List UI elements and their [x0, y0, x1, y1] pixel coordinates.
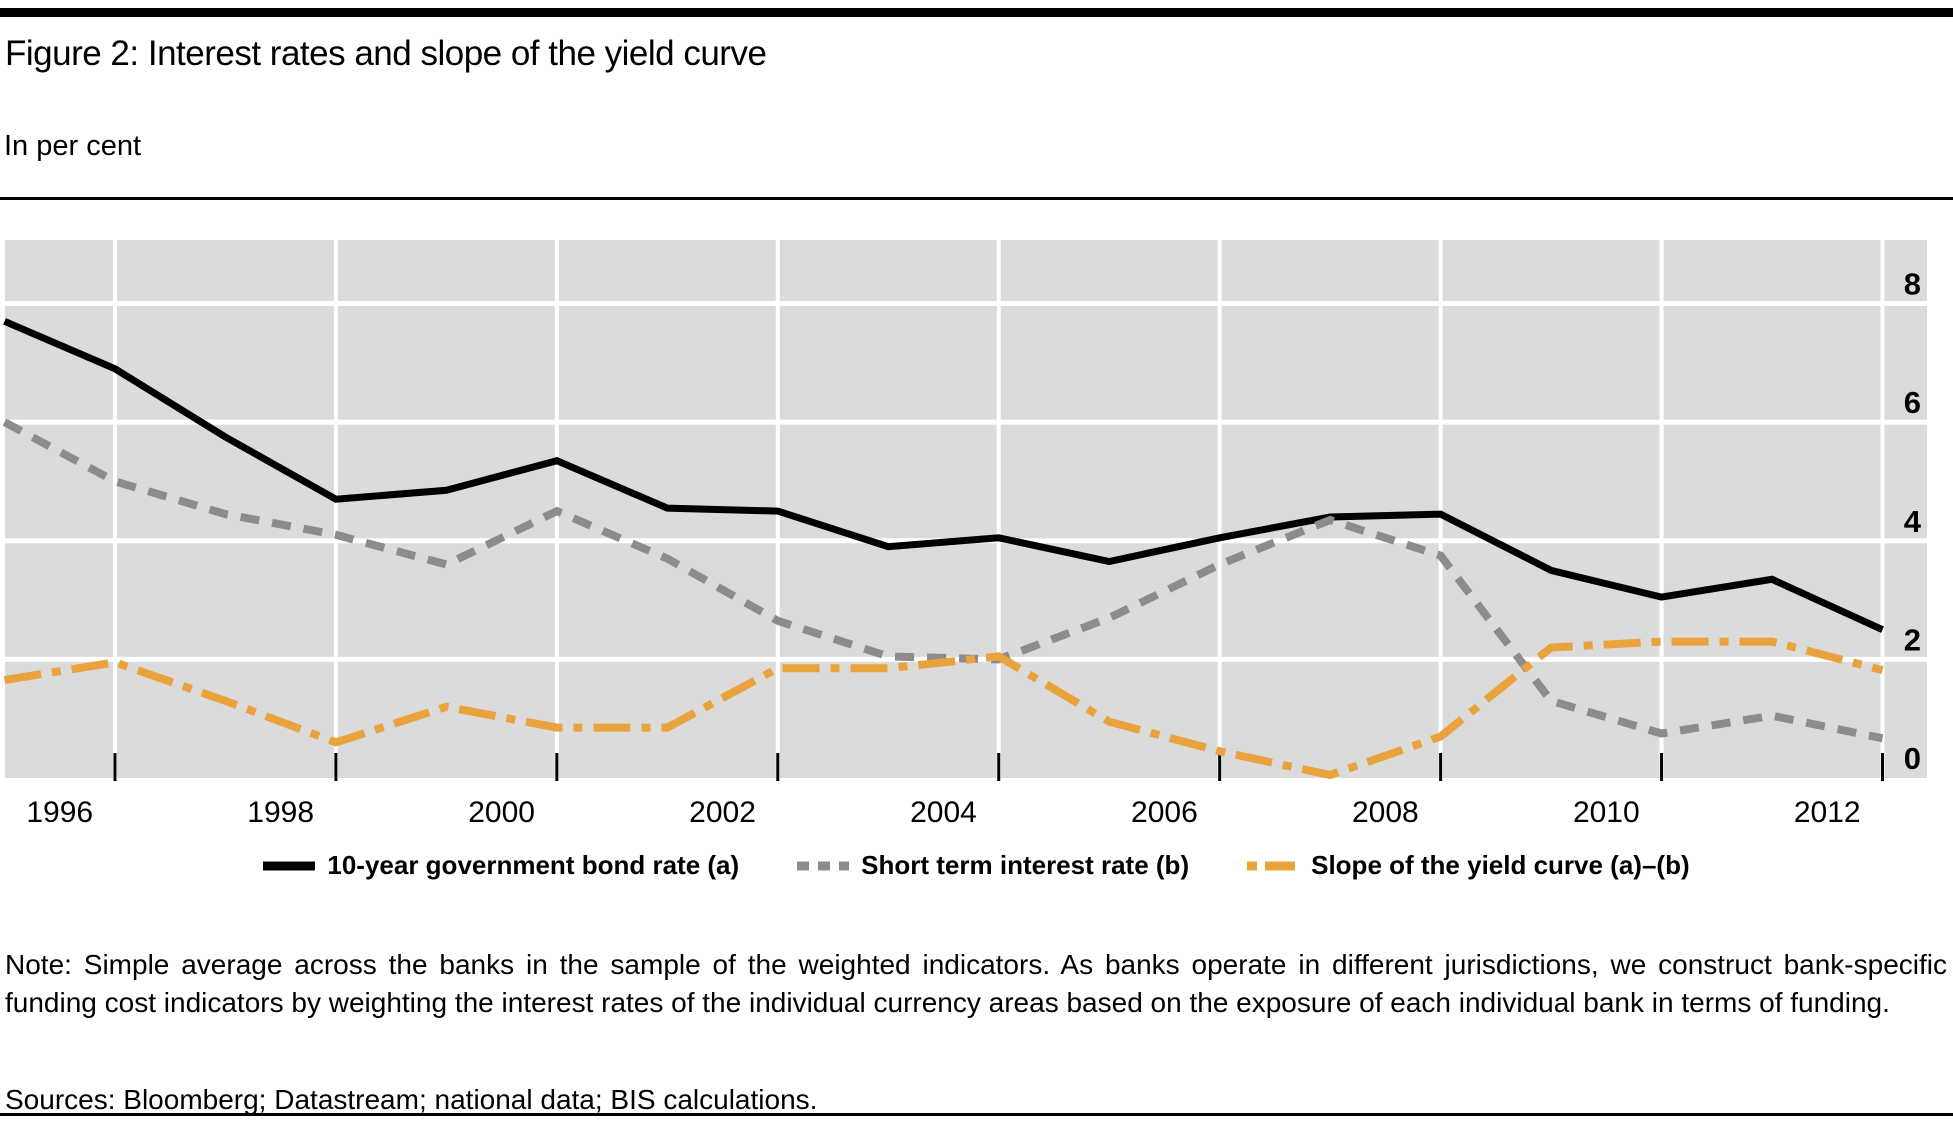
plot-area	[5, 240, 1927, 778]
legend-label-1: Short term interest rate (b)	[861, 850, 1190, 880]
chart-svg: 1996 1998 2000 2002 2004 2006 2008 2010 2012 0 2 4 6…	[2, 240, 1927, 829]
x-axis-label-2012: 2012	[1794, 796, 1861, 829]
x-axis-label-2008: 2008	[1352, 796, 1419, 829]
x-axis-label-2006: 2006	[1131, 796, 1198, 829]
figure-note: Note: Simple average across the banks in…	[5, 949, 1947, 1018]
y-axis-label-0: 0	[1904, 741, 1921, 776]
x-axis-label-2010: 2010	[1573, 796, 1640, 829]
legend-label-2: Slope of the yield curve (a)–(b)	[1311, 850, 1690, 880]
legend-swatch-1	[797, 861, 850, 870]
x-axis-label-2000: 2000	[468, 796, 535, 829]
y-axis-label-8: 8	[1904, 267, 1921, 302]
y-axis-label-2: 2	[1904, 622, 1921, 657]
x-axis-label-2002: 2002	[689, 796, 756, 829]
legend-item-2: Slope of the yield curve (a)–(b)	[1247, 850, 1690, 881]
series-line-0	[3, 318, 1884, 633]
legend-swatch-0	[263, 861, 316, 870]
figure-title: Figure 2: Interest rates and slope of th…	[5, 34, 767, 73]
figure-subtitle: In per cent	[4, 130, 142, 162]
legend-item-0: 10-year government bond rate (a)	[263, 850, 739, 881]
x-axis-label-2004: 2004	[910, 796, 977, 829]
y-axis-label-4: 4	[1904, 504, 1922, 539]
header-rule	[0, 197, 1953, 200]
top-rule	[0, 8, 1953, 17]
series-line-2	[3, 637, 1884, 780]
legend-swatch-2	[1247, 861, 1300, 870]
y-axis-label-6: 6	[1904, 385, 1921, 420]
bottom-rule	[0, 1113, 1953, 1116]
figure-sources: Sources: Bloomberg; Datastream; national…	[5, 1084, 818, 1115]
x-axis-label-1998: 1998	[247, 796, 314, 829]
legend-item-1: Short term interest rate (b)	[797, 850, 1189, 881]
series-line-1	[2, 418, 1884, 743]
x-axis-label-1996: 1996	[26, 796, 93, 829]
legend-label-0: 10-year government bond rate (a)	[327, 850, 740, 880]
chart-legend: 10-year government bond rate (a) Short te…	[0, 850, 1953, 881]
